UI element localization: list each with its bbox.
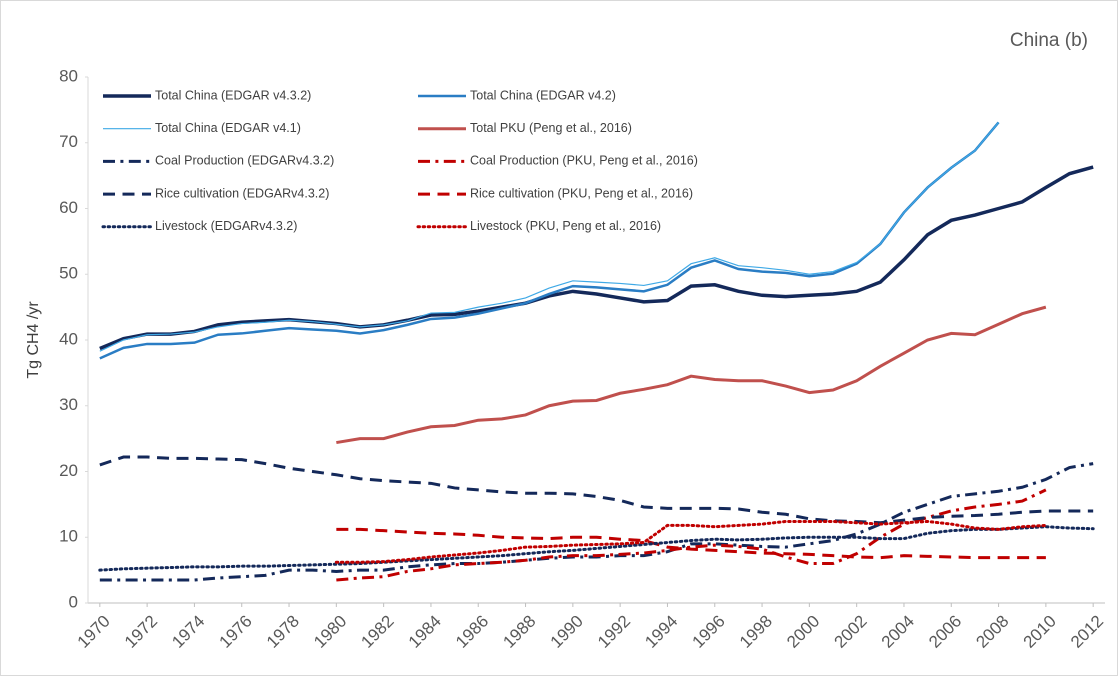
series-line bbox=[334, 519, 1048, 564]
legend-label: Livestock (EDGARv4.3.2) bbox=[155, 219, 297, 233]
y-tick-label: 70 bbox=[59, 132, 78, 151]
legend-label: Coal Production (EDGARv4.3.2) bbox=[155, 154, 334, 168]
legend-label: Coal Production (PKU, Peng et al., 2016) bbox=[470, 154, 698, 168]
series-line bbox=[98, 525, 1095, 572]
y-tick-label: 60 bbox=[59, 198, 78, 217]
y-tick-label: 30 bbox=[59, 395, 78, 414]
series-line bbox=[99, 121, 1000, 352]
chart-title: China (b) bbox=[1010, 30, 1088, 51]
legend-label: Total China (EDGAR v4.2) bbox=[470, 88, 616, 102]
series-line bbox=[336, 305, 1047, 445]
y-tick-label: 80 bbox=[59, 66, 78, 85]
y-tick-label: 20 bbox=[59, 461, 78, 480]
legend-label: Rice cultivation (PKU, Peng et al., 2016… bbox=[470, 186, 693, 200]
legend-label: Rice cultivation (EDGARv4.3.2) bbox=[155, 186, 329, 200]
legend-label: Livestock (PKU, Peng et al., 2016) bbox=[470, 219, 661, 233]
legend-label: Total PKU (Peng et al., 2016) bbox=[470, 121, 632, 135]
series-line bbox=[99, 165, 1094, 351]
y-tick-label: 0 bbox=[69, 592, 78, 611]
y-tick-label: 50 bbox=[59, 264, 78, 283]
y-tick-label: 40 bbox=[59, 329, 78, 348]
y-tick-label: 10 bbox=[59, 527, 78, 546]
series-line bbox=[99, 121, 1000, 360]
series-line bbox=[336, 527, 1046, 560]
y-axis-label: Tg CH4 /yr bbox=[25, 301, 42, 379]
legend-label: Total China (EDGAR v4.3.2) bbox=[155, 88, 311, 102]
series-line bbox=[99, 455, 1094, 525]
legend-label: Total China (EDGAR v4.1) bbox=[155, 121, 301, 135]
